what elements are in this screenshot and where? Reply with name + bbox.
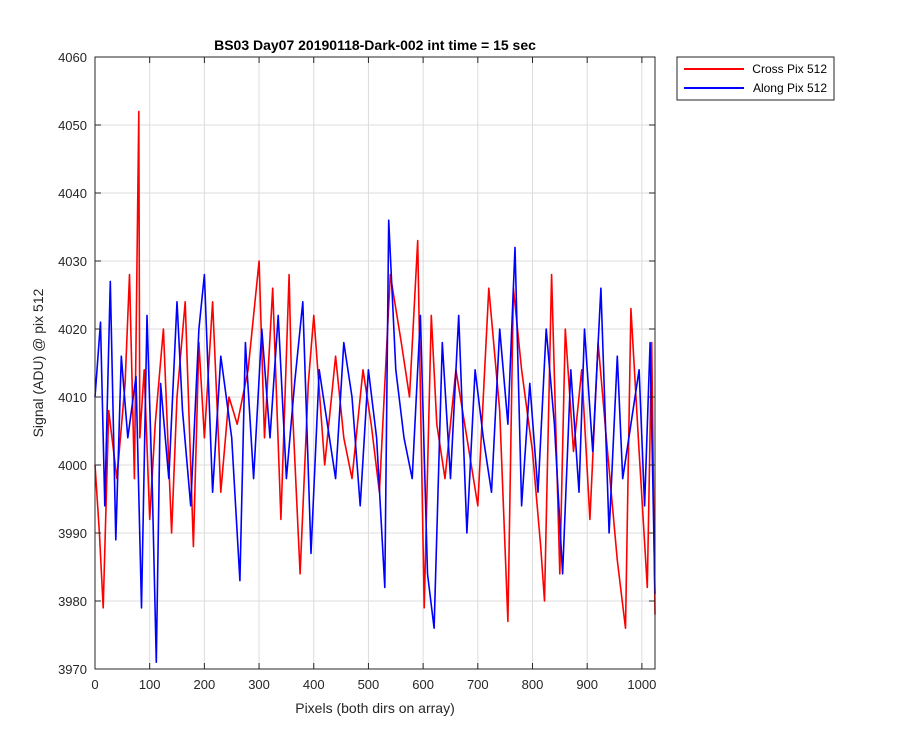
y-tick-label: 3990 — [58, 526, 87, 541]
legend: Cross Pix 512 Along Pix 512 — [676, 56, 835, 101]
x-tick-label: 500 — [358, 677, 380, 692]
legend-box — [676, 56, 835, 101]
plot-frame — [94, 56, 656, 670]
x-tick-label: 700 — [467, 677, 489, 692]
legend-label-cross: Cross Pix 512 — [752, 62, 827, 76]
series-layer — [94, 110, 656, 664]
y-tick-label: 3980 — [58, 594, 87, 609]
x-tick-label: 900 — [576, 677, 598, 692]
x-tick-label: 1000 — [627, 677, 656, 692]
series-line-cross — [94, 110, 656, 630]
series-line-along — [94, 219, 656, 664]
y-tick-label: 4000 — [58, 458, 87, 473]
y-tick-label: 4020 — [58, 322, 87, 337]
y-tick-label: 4060 — [58, 50, 87, 65]
legend-label-along: Along Pix 512 — [753, 81, 827, 95]
y-tick-label: 4010 — [58, 390, 87, 405]
plot-area — [95, 57, 655, 669]
x-tick-label: 0 — [91, 677, 98, 692]
x-tick-label: 100 — [139, 677, 161, 692]
x-tick-label: 200 — [194, 677, 216, 692]
y-axis-ticks: 3970 3980 3990 4000 4010 4020 4030 4040 4050 4060 — [58, 50, 655, 677]
x-tick-label: 300 — [248, 677, 270, 692]
y-tick-label: 4040 — [58, 186, 87, 201]
y-tick-label: 3970 — [58, 662, 87, 677]
x-tick-label: 400 — [303, 677, 325, 692]
chart-title: BS03 Day07 20190118-Dark-002 int time = … — [214, 37, 536, 53]
x-axis-label: Pixels (both dirs on array) — [295, 700, 455, 716]
y-tick-label: 4050 — [58, 118, 87, 133]
x-tick-label: 800 — [522, 677, 544, 692]
x-tick-label: 600 — [412, 677, 434, 692]
y-tick-label: 4030 — [58, 254, 87, 269]
y-axis-label: Signal (ADU) @ pix 512 — [30, 288, 46, 437]
x-axis-ticks: 0 100 200 300 400 500 600 700 800 900 1000 — [91, 57, 656, 692]
